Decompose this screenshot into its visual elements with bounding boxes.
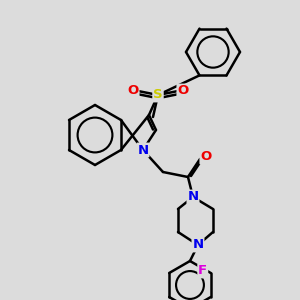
Text: O: O: [177, 85, 189, 98]
Text: O: O: [128, 85, 139, 98]
Text: N: N: [137, 143, 148, 157]
Text: F: F: [198, 265, 207, 278]
Text: N: N: [192, 238, 203, 251]
Text: O: O: [200, 151, 211, 164]
Text: N: N: [188, 190, 199, 203]
Text: S: S: [153, 88, 163, 101]
